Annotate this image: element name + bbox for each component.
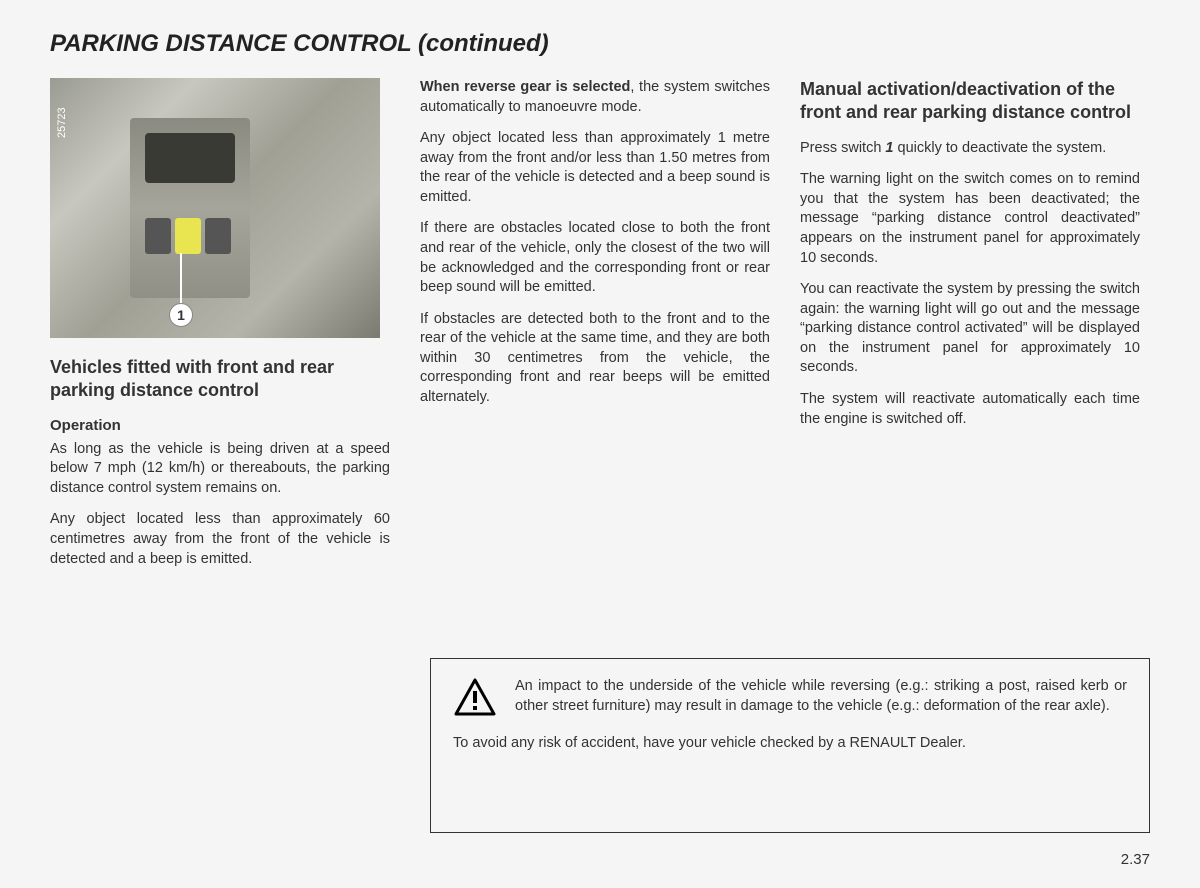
col1-heading: Vehicles fitted with front and rear park…	[50, 356, 390, 403]
col3-p1a: Press switch	[800, 140, 885, 156]
photo-id: 25723	[56, 107, 68, 138]
col3-p1b: quickly to deactivate the system.	[894, 140, 1107, 156]
switch	[205, 218, 231, 254]
page-number: 2.37	[1121, 851, 1150, 868]
col3-p1: Press switch 1 quickly to deactivate the…	[800, 139, 1140, 159]
col2-p1-bold: When reverse gear is selected	[420, 79, 630, 95]
col1-p2: Any object located less than approximate…	[50, 510, 390, 569]
col3-heading: Manual activation/deactivation of the fr…	[800, 78, 1140, 125]
col3-p2: The warning light on the switch comes on…	[800, 170, 1140, 268]
warning-box: An impact to the underside of the vehicl…	[430, 658, 1150, 833]
col2-p4: If obstacles are detected both to the fr…	[420, 310, 770, 408]
col1-p1: As long as the vehicle is being driven a…	[50, 440, 390, 499]
column-1: 25723 1 Vehicles fitted with front and r…	[50, 78, 390, 581]
warning-p1: An impact to the underside of the vehicl…	[515, 677, 1127, 716]
col2-p3: If there are obstacles located close to …	[420, 219, 770, 297]
warning-text: An impact to the underside of the vehicl…	[515, 677, 1127, 726]
callout-line	[180, 253, 182, 308]
switch-highlighted	[175, 218, 201, 254]
dash-recess	[145, 133, 235, 183]
photo-background: 25723	[50, 78, 380, 338]
callout-circle: 1	[169, 303, 193, 327]
col3-p4: The system will reactivate automatically…	[800, 390, 1140, 429]
switch-row	[145, 218, 231, 254]
content-columns: 25723 1 Vehicles fitted with front and r…	[50, 78, 1150, 581]
page-title: PARKING DISTANCE CONTROL (continued)	[50, 30, 1150, 58]
col2-p1: When reverse gear is selected, the syste…	[420, 78, 770, 117]
col3-p3: You can reactivate the system by pressin…	[800, 280, 1140, 378]
warning-content: An impact to the underside of the vehicl…	[453, 677, 1127, 726]
col2-p2: Any object located less than approximate…	[420, 129, 770, 207]
switch	[145, 218, 171, 254]
col3-p1-num: 1	[885, 140, 893, 156]
warning-p2: To avoid any risk of accident, have your…	[453, 734, 1127, 754]
warning-triangle-icon	[453, 677, 497, 722]
vehicle-photo: 25723 1	[50, 78, 380, 338]
col1-subheading: Operation	[50, 417, 390, 434]
column-3: Manual activation/deactivation of the fr…	[800, 78, 1140, 581]
column-2: When reverse gear is selected, the syste…	[420, 78, 770, 581]
